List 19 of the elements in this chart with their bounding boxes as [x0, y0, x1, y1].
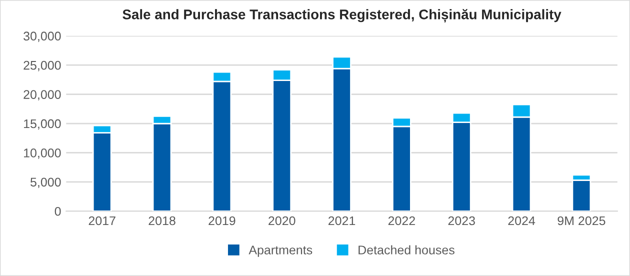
- y-tick-label: 30,000: [24, 32, 61, 42]
- y-tick-label: 5,000: [30, 178, 61, 188]
- x-tick-label: 2019: [208, 216, 236, 226]
- y-tick-label: 0: [54, 206, 61, 216]
- x-tick-label: 2021: [328, 216, 356, 226]
- legend-label: Detached houses: [358, 245, 454, 254]
- y-tick-label: 10,000: [24, 148, 61, 159]
- x-tick-label: 2023: [448, 216, 475, 226]
- y-tick-label: 20,000: [24, 90, 61, 100]
- x-tick-label: 2022: [388, 216, 415, 226]
- x-tick-label: 2018: [148, 216, 176, 226]
- y-tick-label: 25,000: [24, 60, 61, 72]
- x-tick-label: 2017: [88, 216, 116, 226]
- y-tick-label: 15,000: [24, 119, 61, 130]
- x-tick-label: 2024: [508, 216, 536, 226]
- legend-label: Apartments: [248, 246, 312, 257]
- chart-title: Sale and Purchase Transactions Registered, Chișinău Municipality: [122, 9, 562, 22]
- x-tick-label: 9M 2025: [558, 216, 606, 226]
- x-tick-label: 2020: [268, 216, 296, 226]
